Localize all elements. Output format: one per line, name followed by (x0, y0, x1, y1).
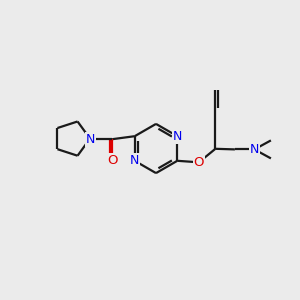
Text: N: N (250, 143, 259, 156)
Text: N: N (130, 154, 140, 167)
Text: N: N (172, 130, 182, 143)
Text: O: O (107, 154, 117, 167)
Text: O: O (194, 156, 204, 169)
Text: N: N (86, 133, 95, 146)
Text: N: N (86, 133, 95, 146)
